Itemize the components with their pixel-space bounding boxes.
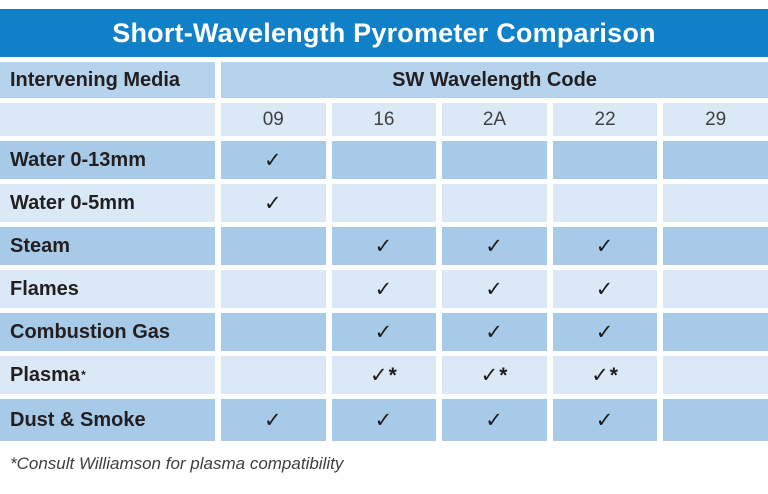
page-title: Short-Wavelength Pyrometer Comparison: [112, 17, 656, 48]
check-cell: [552, 141, 658, 179]
row-label-plasma: Plasma *: [0, 356, 215, 394]
check-cell: ✓: [221, 399, 326, 441]
code-header-09: 09: [221, 103, 326, 136]
row-label-text: Dust & Smoke: [10, 408, 146, 431]
check-cell: [221, 313, 326, 351]
check-cell: [663, 141, 768, 179]
check-cell: ✓: [221, 184, 326, 222]
check-cell: ✓: [442, 399, 547, 441]
check-cell: ✓*: [442, 356, 547, 394]
column-header-intervening-media: Intervening Media: [0, 62, 215, 98]
row-label-water-0-5mm: Water 0-5mm: [0, 184, 215, 222]
check-cell: [442, 184, 547, 222]
check-cell: [221, 270, 326, 308]
check-cell: ✓*: [331, 356, 437, 394]
row-label-text: Flames: [10, 277, 79, 300]
code-header-22: 22: [552, 103, 658, 136]
check-cell: [663, 399, 768, 441]
check-cell: [331, 141, 437, 179]
row-label-steam: Steam: [0, 227, 215, 265]
check-cell: ✓: [331, 399, 437, 441]
row-label-flames: Flames: [0, 270, 215, 308]
check-cell: ✓: [552, 227, 658, 265]
check-cell: [552, 184, 658, 222]
check-cell: ✓: [442, 227, 547, 265]
check-cell: [221, 356, 326, 394]
row-label-text: Water 0-13mm: [10, 148, 146, 171]
row-label-water-0-13mm: Water 0-13mm: [0, 141, 215, 179]
check-cell: [331, 184, 437, 222]
row-label-text: Steam: [10, 234, 71, 257]
check-cell: [663, 356, 768, 394]
check-cell: [442, 141, 547, 179]
check-cell: ✓: [552, 313, 658, 351]
check-cell: [663, 184, 768, 222]
code-header-2a: 2A: [442, 103, 547, 136]
check-cell: [663, 313, 768, 351]
comparison-table: Intervening Media SW Wavelength Code 09 …: [0, 62, 768, 441]
check-cell: ✓: [442, 313, 547, 351]
code-cell-blank: [0, 103, 215, 136]
footnote: *Consult Williamson for plasma compatibi…: [10, 454, 344, 473]
check-cell: ✓: [442, 270, 547, 308]
row-label-text: Water 0-5mm: [10, 191, 135, 214]
check-cell: [663, 227, 768, 265]
check-cell: [221, 227, 326, 265]
row-label-text: Combustion Gas: [10, 320, 171, 343]
code-header-29: 29: [663, 103, 768, 136]
check-cell: ✓: [221, 141, 326, 179]
row-label-dust-and-smoke: Dust & Smoke: [0, 399, 215, 441]
column-group-header-sw-wavelength-code: SW Wavelength Code: [221, 62, 768, 98]
check-cell: [663, 270, 768, 308]
check-cell: ✓*: [552, 356, 658, 394]
row-label-text: Plasma: [10, 363, 81, 386]
top-margin: [0, 0, 768, 9]
title-bar: Short-Wavelength Pyrometer Comparison: [0, 9, 768, 57]
check-cell: ✓: [331, 313, 437, 351]
check-cell: ✓: [552, 270, 658, 308]
code-header-16: 16: [331, 103, 437, 136]
check-cell: ✓: [331, 227, 437, 265]
row-label-combustion-gas: Combustion Gas: [0, 313, 215, 351]
check-cell: ✓: [331, 270, 437, 308]
check-cell: ✓: [552, 399, 658, 441]
